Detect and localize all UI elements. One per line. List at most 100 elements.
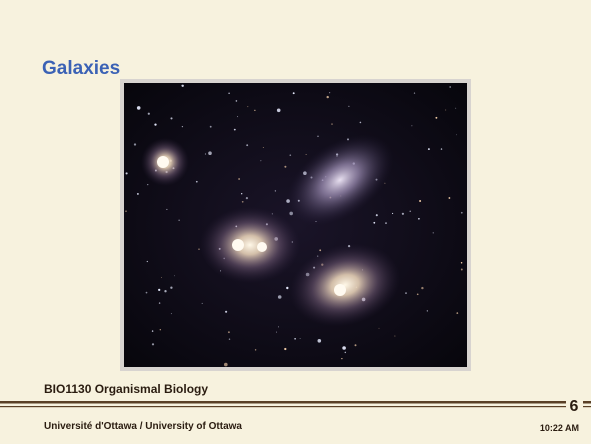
university: Université d'Ottawa / University of Otta… bbox=[44, 421, 242, 432]
star bbox=[181, 125, 184, 128]
star bbox=[401, 212, 405, 215]
star bbox=[373, 221, 376, 224]
star bbox=[147, 183, 149, 186]
star bbox=[359, 121, 362, 124]
star bbox=[151, 330, 154, 332]
star bbox=[419, 199, 422, 203]
star bbox=[274, 190, 277, 192]
star bbox=[277, 295, 282, 299]
star bbox=[276, 108, 281, 113]
star bbox=[299, 337, 301, 339]
star bbox=[432, 232, 434, 234]
star bbox=[147, 112, 150, 115]
star bbox=[392, 212, 394, 215]
star bbox=[204, 153, 207, 155]
star bbox=[305, 153, 307, 155]
star bbox=[136, 192, 139, 195]
star bbox=[237, 116, 239, 118]
star bbox=[254, 349, 257, 351]
star bbox=[449, 86, 452, 88]
star bbox=[421, 286, 424, 290]
galaxy-core bbox=[232, 239, 244, 251]
footer-rule bbox=[0, 401, 591, 408]
star bbox=[456, 312, 459, 314]
star bbox=[133, 143, 137, 146]
star bbox=[385, 222, 387, 224]
star bbox=[326, 95, 329, 99]
star bbox=[174, 275, 176, 277]
star bbox=[375, 214, 378, 217]
star bbox=[331, 123, 333, 125]
star bbox=[448, 197, 451, 199]
star bbox=[405, 292, 407, 294]
star bbox=[460, 268, 463, 271]
star bbox=[224, 362, 228, 367]
star bbox=[164, 290, 167, 293]
star bbox=[411, 125, 413, 127]
star bbox=[455, 107, 457, 109]
star bbox=[195, 180, 198, 183]
star bbox=[317, 135, 319, 137]
star bbox=[319, 249, 322, 252]
star bbox=[209, 125, 212, 128]
star bbox=[247, 106, 249, 108]
star bbox=[208, 151, 212, 155]
galaxy-image bbox=[120, 79, 471, 371]
star bbox=[284, 347, 287, 351]
star bbox=[241, 193, 243, 195]
star bbox=[166, 208, 168, 210]
star bbox=[460, 211, 463, 214]
star bbox=[341, 357, 343, 360]
star bbox=[329, 92, 331, 94]
star bbox=[284, 165, 287, 168]
star bbox=[136, 106, 141, 110]
star bbox=[227, 331, 230, 334]
star bbox=[289, 154, 292, 157]
star bbox=[409, 210, 411, 212]
star bbox=[151, 343, 155, 346]
galaxy-core bbox=[157, 156, 169, 168]
star bbox=[154, 123, 157, 126]
star bbox=[378, 327, 380, 329]
star bbox=[125, 210, 127, 212]
star bbox=[292, 92, 295, 95]
star bbox=[201, 302, 203, 304]
star bbox=[245, 197, 248, 200]
star bbox=[394, 335, 396, 337]
star bbox=[427, 148, 430, 151]
star bbox=[125, 172, 128, 175]
star bbox=[170, 313, 172, 315]
galaxy bbox=[286, 134, 394, 226]
star bbox=[286, 286, 289, 290]
star bbox=[354, 344, 357, 347]
star bbox=[145, 291, 148, 294]
star bbox=[344, 351, 347, 354]
star bbox=[260, 160, 262, 162]
star bbox=[317, 339, 322, 343]
star bbox=[460, 262, 463, 264]
star bbox=[233, 128, 236, 131]
star bbox=[158, 288, 161, 292]
galaxy bbox=[289, 243, 401, 327]
star bbox=[276, 331, 277, 333]
galaxy-core bbox=[334, 284, 346, 296]
galaxy bbox=[200, 207, 300, 283]
star bbox=[161, 276, 162, 278]
star bbox=[146, 260, 148, 263]
star bbox=[178, 219, 180, 221]
star bbox=[246, 144, 249, 147]
course-name: BIO1130 Organismal Biology bbox=[44, 382, 208, 396]
star bbox=[440, 148, 443, 150]
page-number: 6 bbox=[570, 398, 579, 415]
star bbox=[262, 147, 264, 148]
image-sky bbox=[124, 83, 467, 367]
star bbox=[228, 338, 231, 340]
star bbox=[435, 116, 438, 119]
star bbox=[228, 92, 230, 95]
star bbox=[278, 326, 279, 328]
star bbox=[342, 346, 346, 350]
star bbox=[235, 100, 238, 102]
star bbox=[416, 293, 419, 296]
star bbox=[348, 105, 350, 107]
